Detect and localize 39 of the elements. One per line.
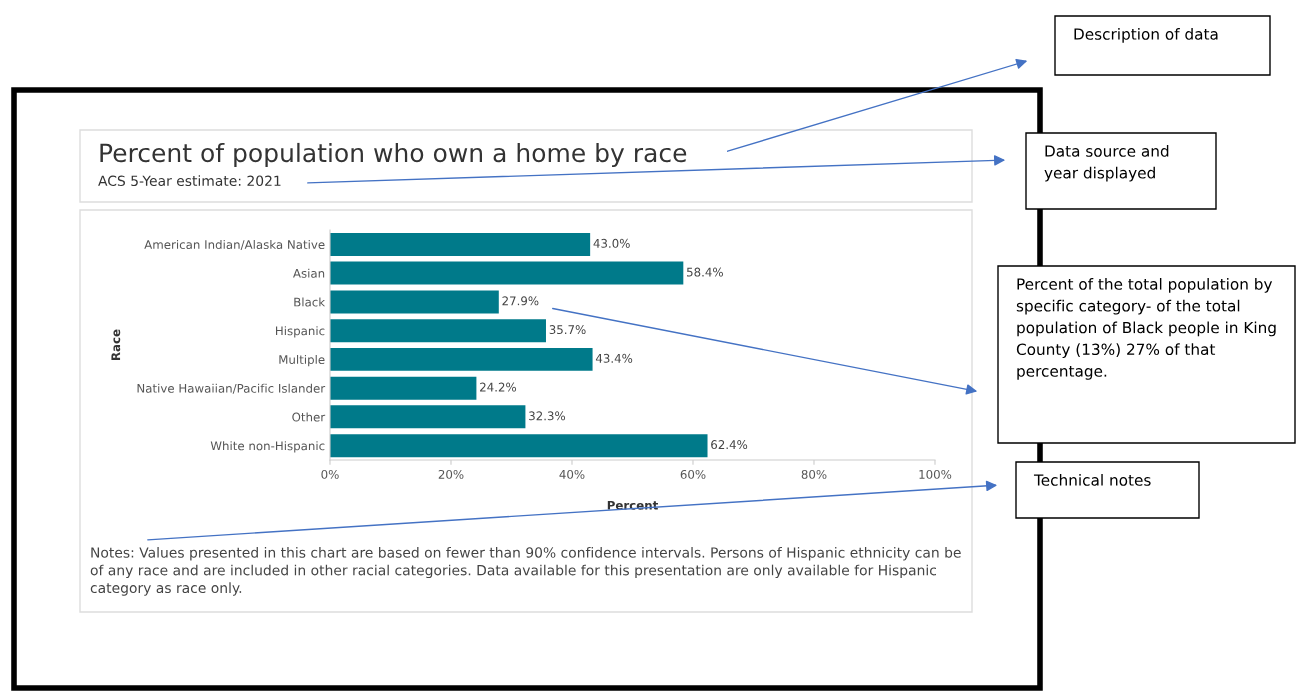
data-label: 43.4% <box>595 353 633 363</box>
y-tick-label: Other <box>292 412 326 422</box>
bar <box>330 290 499 314</box>
y-tick-label: White non-Hispanic <box>210 441 325 453</box>
data-label: 32.3% <box>529 411 566 421</box>
data-label: 27.9% <box>502 296 539 306</box>
x-tick-label: 0% <box>321 469 339 479</box>
y-tick-label: Hispanic <box>276 326 325 338</box>
y-tick-label: Native Hawaiian/Pacific Islander <box>137 383 326 394</box>
data-label: 58.4% <box>687 267 723 277</box>
x-axis-title: Percent <box>607 500 658 510</box>
text: ACS 5-Year estimate: 2021 <box>98 175 281 187</box>
text: Description of data <box>1074 28 1218 43</box>
bar <box>330 347 593 371</box>
bar <box>330 232 591 256</box>
bar <box>330 261 684 285</box>
y-tick-label: Multiple <box>279 354 325 367</box>
y-axis-title: Race <box>111 329 121 360</box>
data-label: 35.7% <box>549 325 586 335</box>
y-tick-label: American Indian/Alaska Native <box>144 239 325 250</box>
bar <box>330 405 526 429</box>
x-tick-label: 60% <box>680 469 706 479</box>
y-tick-label: Black <box>294 297 326 307</box>
data-label: 24.2% <box>480 382 517 392</box>
text: Percent of the total population by specific category- of the total population of Black people in King County (13%) 27% of that percentage. <box>1016 278 1276 380</box>
y-tick-label: Asian <box>293 268 325 278</box>
x-tick-label: 100% <box>919 469 952 479</box>
text: Technical notes <box>1033 474 1151 486</box>
x-tick-label: 20% <box>438 469 464 479</box>
text: Notes: Values presented in this chart are based on fewer than 90% confidence intervals. Persons of Hispanic ethnicity can be of any race and are included in other racial categories. Data available for this presentation are only available for Hispanic category as race only. <box>90 547 961 596</box>
x-tick-label: 40% <box>559 469 585 479</box>
x-tick-label: 80% <box>801 469 827 479</box>
source-note: Data source and year displayed <box>1044 145 1169 182</box>
chart-title: Percent of population who own a home by race <box>100 142 687 168</box>
data-label: 62.4% <box>711 440 748 450</box>
bar <box>330 434 708 458</box>
data-label: 43.0% <box>593 238 630 248</box>
bar <box>330 319 546 343</box>
bar <box>330 376 477 400</box>
